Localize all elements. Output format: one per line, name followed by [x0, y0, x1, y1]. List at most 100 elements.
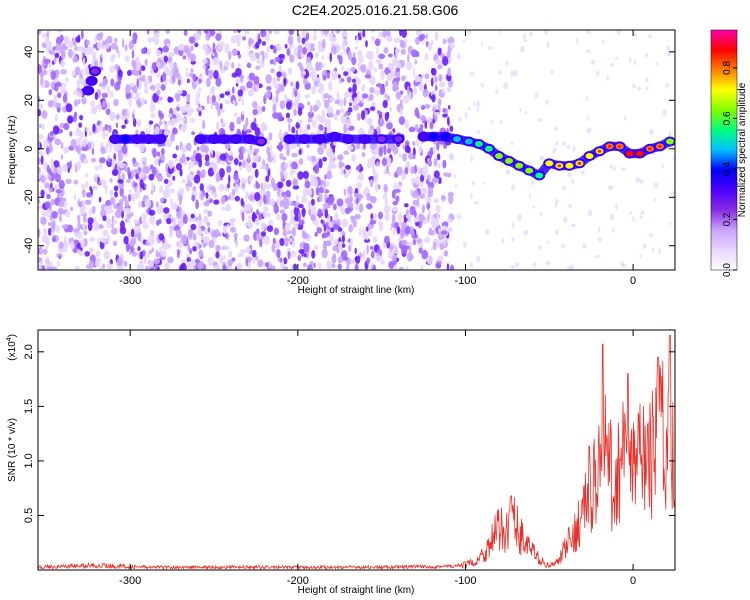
noise-speckle: [158, 159, 161, 167]
noise-speckle: [306, 155, 313, 162]
noise-speckle: [208, 94, 212, 105]
noise-speckle: [398, 219, 402, 226]
snr-multiplier-close: ): [7, 334, 18, 337]
noise-speckle: [242, 36, 246, 41]
trace-point: [144, 136, 153, 143]
noise-speckle: [369, 178, 374, 188]
noise-speckle: [107, 126, 111, 132]
noise-speckle: [527, 161, 530, 166]
noise-speckle: [60, 154, 64, 160]
noise-speckle: [50, 182, 53, 189]
noise-speckle: [373, 89, 380, 96]
noise-speckle: [125, 217, 128, 223]
noise-speckle: [406, 146, 411, 154]
noise-speckle: [179, 197, 182, 207]
noise-speckle: [189, 45, 194, 52]
noise-speckle: [474, 201, 479, 205]
noise-speckle: [222, 122, 227, 127]
noise-speckle: [254, 217, 260, 226]
noise-speckle: [609, 213, 615, 221]
trace-point: [429, 133, 438, 140]
noise-speckle: [247, 256, 253, 262]
noise-speckle: [44, 182, 50, 189]
noise-speckle: [613, 166, 616, 171]
noise-speckle: [312, 35, 318, 41]
noise-speckle: [225, 206, 228, 211]
noise-speckle: [204, 161, 210, 167]
noise-speckle: [240, 177, 247, 184]
noise-speckle: [514, 262, 520, 268]
noise-speckle: [127, 193, 132, 202]
noise-speckle: [98, 196, 102, 203]
noise-speckle: [263, 194, 267, 205]
noise-speckle: [329, 195, 335, 203]
noise-speckle: [183, 30, 188, 36]
noise-speckle: [166, 217, 172, 225]
noise-speckle: [139, 186, 143, 193]
noise-speckle: [340, 107, 345, 114]
trace-point: [525, 167, 534, 174]
noise-speckle: [378, 53, 386, 60]
y-tick-label: 0: [23, 146, 35, 152]
noise-speckle: [99, 157, 106, 164]
noise-speckle: [175, 229, 183, 239]
noise-speckle: [192, 232, 197, 241]
noise-speckle: [159, 246, 162, 252]
noise-speckle: [95, 104, 102, 110]
noise-speckle: [244, 30, 248, 36]
noise-speckle: [291, 169, 296, 174]
noise-speckle: [523, 229, 529, 236]
noise-speckle: [302, 262, 307, 268]
noise-speckle: [291, 126, 296, 134]
noise-speckle: [41, 110, 48, 119]
noise-speckle: [437, 255, 444, 262]
noise-speckle: [58, 200, 65, 208]
noise-speckle: [81, 188, 86, 198]
noise-speckle: [314, 245, 319, 251]
noise-speckle: [160, 147, 165, 156]
noise-speckle: [323, 93, 330, 99]
noise-speckle: [148, 120, 154, 125]
noise-speckle: [475, 255, 481, 263]
noise-speckle: [203, 208, 209, 214]
noise-speckle: [60, 86, 66, 94]
noise-speckle: [434, 111, 440, 117]
noise-speckle: [321, 55, 325, 60]
noise-speckle: [433, 170, 440, 179]
noise-speckle: [110, 227, 118, 235]
noise-speckle: [408, 126, 416, 133]
noise-speckle: [171, 217, 174, 223]
noise-speckle: [38, 205, 44, 210]
noise-speckle: [286, 118, 293, 123]
noise-speckle: [332, 203, 337, 211]
noise-speckle: [43, 58, 51, 64]
noise-speckle: [419, 114, 426, 122]
noise-speckle: [168, 214, 172, 219]
noise-speckle: [40, 175, 46, 184]
noise-speckle: [295, 81, 300, 90]
noise-speckle: [253, 148, 260, 154]
noise-speckle: [251, 249, 257, 258]
noise-speckle: [233, 232, 238, 239]
noise-speckle: [538, 118, 543, 123]
noise-speckle: [633, 59, 637, 65]
noise-speckle: [302, 170, 309, 179]
noise-speckle: [280, 133, 284, 142]
noise-speckle: [264, 94, 269, 100]
noise-speckle: [121, 192, 125, 200]
noise-speckle: [102, 99, 106, 108]
snr-x-label: Height of straight line (km): [298, 585, 415, 596]
noise-speckle: [200, 191, 204, 201]
noise-speckle: [63, 122, 70, 131]
noise-speckle: [405, 214, 412, 220]
noise-speckle: [546, 41, 550, 48]
noise-speckle: [179, 156, 186, 164]
noise-speckle: [653, 197, 657, 202]
spectrogram-y-label: Frequency (Hz): [7, 116, 18, 185]
noise-speckle: [436, 141, 440, 151]
noise-speckle: [180, 144, 187, 154]
noise-speckle: [266, 85, 272, 91]
noise-speckle: [63, 146, 70, 154]
noise-speckle: [208, 239, 215, 249]
